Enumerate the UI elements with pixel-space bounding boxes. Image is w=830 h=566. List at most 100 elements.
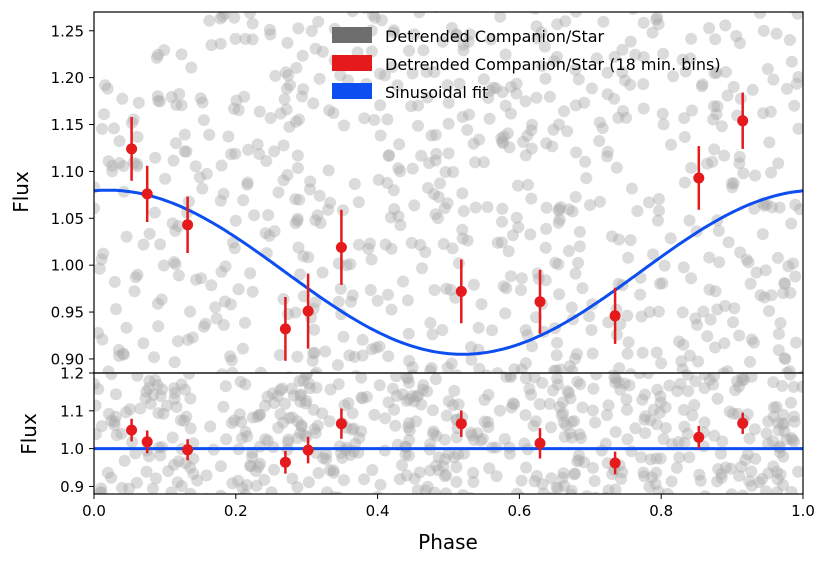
raw-point bbox=[762, 437, 775, 450]
raw-point bbox=[131, 268, 144, 281]
raw-point bbox=[504, 270, 517, 283]
raw-point bbox=[187, 498, 199, 510]
raw-point bbox=[572, 256, 585, 269]
raw-point bbox=[128, 285, 141, 298]
raw-point bbox=[393, 473, 406, 486]
raw-point bbox=[657, 118, 670, 131]
raw-point bbox=[410, 415, 422, 428]
raw-point bbox=[574, 378, 587, 391]
raw-point bbox=[216, 368, 228, 373]
raw-point bbox=[235, 416, 248, 428]
raw-point bbox=[438, 433, 451, 446]
raw-point bbox=[232, 104, 245, 117]
raw-point bbox=[771, 473, 784, 486]
raw-point bbox=[344, 258, 357, 271]
raw-point bbox=[439, 453, 452, 465]
raw-point bbox=[521, 129, 534, 142]
raw-point bbox=[204, 420, 217, 433]
raw-point bbox=[510, 77, 523, 90]
raw-point bbox=[746, 493, 751, 494]
raw-point bbox=[499, 307, 512, 320]
raw-point bbox=[277, 174, 290, 187]
raw-point bbox=[665, 138, 677, 151]
raw-point bbox=[496, 215, 508, 228]
raw-point bbox=[101, 82, 114, 95]
raw-point bbox=[633, 373, 646, 380]
raw-point bbox=[109, 410, 122, 423]
raw-point bbox=[241, 430, 254, 443]
raw-point bbox=[505, 401, 518, 414]
raw-point bbox=[94, 399, 102, 412]
raw-point bbox=[117, 348, 130, 361]
raw-point bbox=[143, 375, 156, 387]
raw-point bbox=[286, 411, 299, 424]
raw-point bbox=[220, 433, 233, 446]
raw-point bbox=[280, 82, 293, 95]
raw-point bbox=[532, 272, 545, 285]
raw-point bbox=[273, 511, 285, 523]
raw-point bbox=[586, 347, 599, 360]
raw-point bbox=[374, 129, 387, 142]
raw-point bbox=[331, 359, 344, 372]
raw-point bbox=[178, 145, 191, 158]
binned-point bbox=[302, 305, 314, 317]
raw-point bbox=[794, 203, 803, 216]
raw-point bbox=[571, 348, 583, 360]
raw-point bbox=[181, 513, 193, 525]
raw-point bbox=[291, 415, 304, 428]
raw-point bbox=[612, 376, 625, 389]
raw-point bbox=[225, 417, 238, 429]
raw-point bbox=[414, 239, 427, 251]
raw-point bbox=[573, 449, 585, 462]
raw-point bbox=[244, 12, 256, 19]
raw-point bbox=[638, 470, 651, 483]
raw-point bbox=[151, 297, 164, 310]
raw-point bbox=[225, 148, 238, 161]
raw-point bbox=[511, 487, 523, 494]
raw-point bbox=[134, 402, 147, 415]
raw-point bbox=[307, 97, 320, 110]
raw-point bbox=[310, 381, 323, 394]
raw-point bbox=[486, 324, 498, 337]
raw-point bbox=[163, 499, 175, 511]
raw-point bbox=[106, 165, 119, 178]
raw-point bbox=[756, 228, 769, 241]
raw-point bbox=[229, 32, 242, 45]
raw-point bbox=[385, 242, 398, 255]
raw-point bbox=[350, 370, 362, 373]
raw-point bbox=[430, 429, 443, 442]
raw-point bbox=[196, 96, 209, 109]
raw-point bbox=[182, 195, 195, 208]
raw-point bbox=[556, 471, 569, 484]
raw-point bbox=[767, 73, 780, 86]
raw-point bbox=[536, 60, 549, 72]
raw-point bbox=[650, 346, 663, 359]
raw-point bbox=[386, 61, 399, 73]
raw-point bbox=[636, 346, 649, 359]
raw-point bbox=[624, 78, 637, 91]
raw-point bbox=[426, 404, 439, 417]
raw-point bbox=[771, 486, 784, 494]
raw-point bbox=[214, 37, 227, 50]
raw-point bbox=[246, 285, 259, 298]
raw-point bbox=[562, 245, 575, 257]
raw-point bbox=[273, 349, 286, 361]
raw-point bbox=[403, 417, 415, 430]
raw-point bbox=[721, 365, 734, 373]
raw-point bbox=[527, 419, 540, 432]
raw-point bbox=[172, 507, 184, 519]
raw-point bbox=[627, 496, 639, 508]
raw-point bbox=[282, 433, 295, 446]
raw-point bbox=[675, 355, 688, 368]
raw-point bbox=[133, 503, 145, 515]
raw-point bbox=[346, 12, 359, 18]
raw-point bbox=[659, 422, 672, 434]
raw-point bbox=[217, 319, 230, 331]
raw-point bbox=[362, 242, 375, 255]
raw-point bbox=[441, 361, 454, 373]
raw-point bbox=[776, 418, 789, 431]
raw-point bbox=[415, 149, 428, 162]
raw-point bbox=[337, 474, 350, 487]
raw-point bbox=[733, 157, 746, 170]
raw-point bbox=[407, 509, 419, 521]
